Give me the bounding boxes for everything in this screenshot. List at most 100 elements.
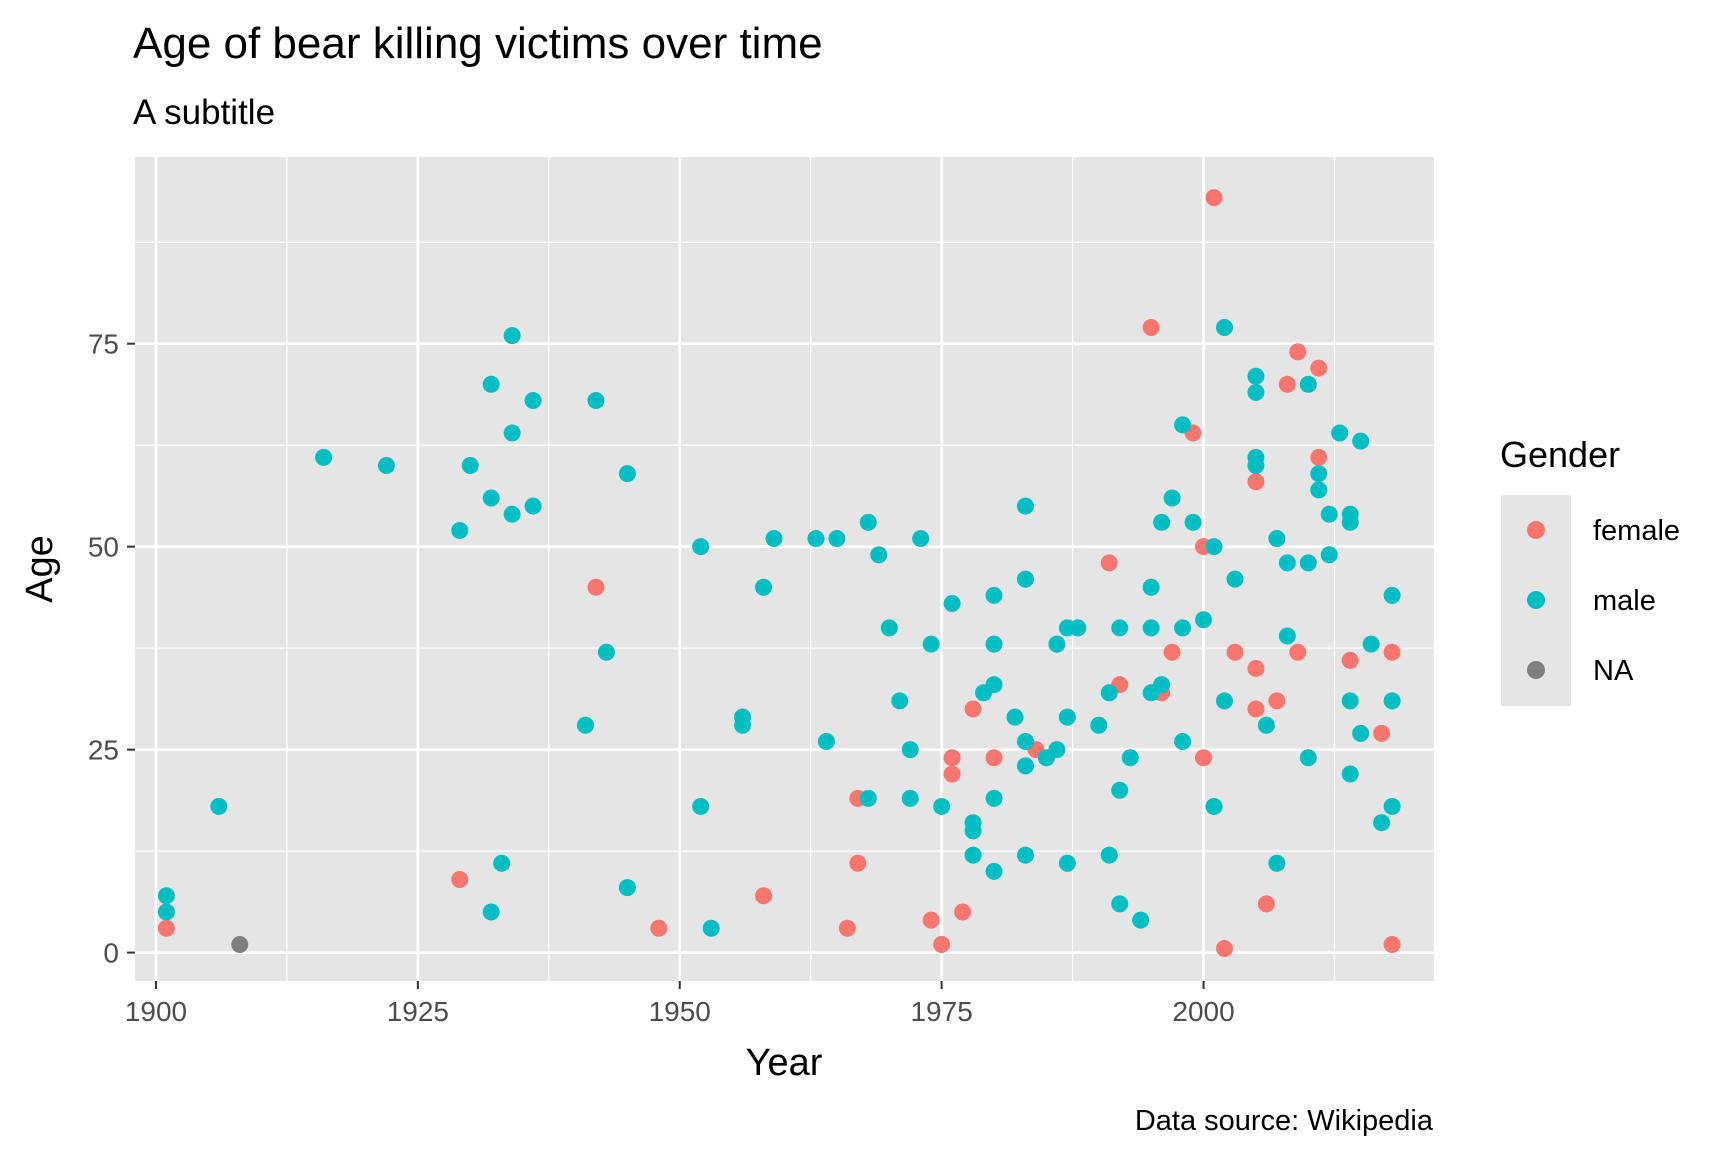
point-male [157, 887, 175, 905]
point-male [1184, 513, 1202, 531]
point-female [1383, 643, 1401, 661]
point-female [933, 935, 951, 953]
point-female [1163, 643, 1181, 661]
legend-label-na: NA [1593, 655, 1634, 687]
point-female [755, 887, 773, 905]
point-male [1383, 797, 1401, 815]
point-male [692, 538, 710, 556]
point-female [1226, 643, 1244, 661]
point-male [1341, 765, 1359, 783]
legend-title: Gender [1500, 434, 1620, 475]
y-axis-title: Age [19, 535, 61, 603]
point-female [943, 749, 961, 767]
point-male [1320, 505, 1338, 523]
point-male [734, 716, 752, 734]
chart-caption: Data source: Wikipedia [1135, 1105, 1434, 1137]
point-male [1215, 692, 1233, 710]
point-male [1111, 895, 1129, 913]
legend-key-female [1527, 521, 1545, 539]
point-male [1153, 513, 1171, 531]
point-male [1174, 416, 1192, 434]
point-female [1289, 643, 1307, 661]
point-male [901, 741, 919, 759]
point-male [1174, 733, 1192, 751]
point-female [838, 919, 856, 937]
point-male [1016, 733, 1034, 751]
point-male [828, 530, 846, 548]
point-female [954, 903, 972, 921]
point-male [964, 846, 982, 864]
point-male [1100, 684, 1118, 702]
point-male [912, 530, 930, 548]
x-axis-ticks: 1900 1925 1950 1975 2000 [125, 981, 1235, 1027]
point-male [1205, 538, 1223, 556]
point-male [1373, 814, 1391, 832]
point-male [1163, 489, 1181, 507]
y-tick-label: 0 [103, 938, 119, 969]
x-tick-label: 1975 [910, 996, 972, 1027]
point-female [157, 919, 175, 937]
point-male [933, 797, 951, 815]
point-male [377, 456, 395, 474]
legend-key-male [1527, 591, 1545, 609]
point-male [1174, 619, 1192, 637]
point-female [1247, 659, 1265, 677]
point-female [985, 749, 1003, 767]
point-male [1142, 619, 1160, 637]
point-male [985, 789, 1003, 807]
point-male [524, 392, 542, 410]
point-male [1352, 432, 1370, 450]
point-male [985, 676, 1003, 694]
point-male [524, 497, 542, 515]
point-female [1383, 935, 1401, 953]
point-male [461, 456, 479, 474]
point-male [1331, 424, 1349, 442]
point-male [1111, 781, 1129, 799]
point-male [1121, 749, 1139, 767]
x-tick-label: 1925 [387, 996, 449, 1027]
point-male [1341, 692, 1359, 710]
point-female [1278, 375, 1296, 393]
chart-subtitle: A subtitle [133, 93, 275, 132]
point-male [451, 521, 469, 539]
point-male [618, 465, 636, 483]
point-male [1247, 456, 1265, 474]
point-male [482, 489, 500, 507]
point-female [1310, 359, 1328, 377]
point-male [1048, 741, 1066, 759]
x-tick-label: 1950 [649, 996, 711, 1027]
point-male [1016, 497, 1034, 515]
point-male [1320, 546, 1338, 564]
point-male [1310, 481, 1328, 499]
point-male [1016, 846, 1034, 864]
point-male [985, 862, 1003, 880]
point-male [1226, 570, 1244, 588]
point-female [650, 919, 668, 937]
point-male [985, 635, 1003, 653]
point-male [1153, 676, 1171, 694]
point-male [1058, 854, 1076, 872]
point-male [576, 716, 594, 734]
point-male [503, 327, 521, 345]
legend: Gender female male NA [1500, 434, 1680, 706]
point-male [1100, 846, 1118, 864]
point-male [157, 903, 175, 921]
plot-panel [135, 157, 1434, 981]
point-male [859, 789, 877, 807]
point-female [849, 854, 867, 872]
point-male [1383, 586, 1401, 604]
point-male [493, 854, 511, 872]
point-female [964, 700, 982, 718]
point-male [1132, 911, 1150, 929]
point-male [618, 879, 636, 897]
point-male [755, 578, 773, 596]
point-male [765, 530, 783, 548]
point-male [964, 822, 982, 840]
point-female [1215, 940, 1233, 958]
point-male [1195, 611, 1213, 629]
point-male [1299, 554, 1317, 572]
point-female [1247, 473, 1265, 491]
legend-key-na [1527, 661, 1545, 679]
data-points [157, 189, 1401, 958]
